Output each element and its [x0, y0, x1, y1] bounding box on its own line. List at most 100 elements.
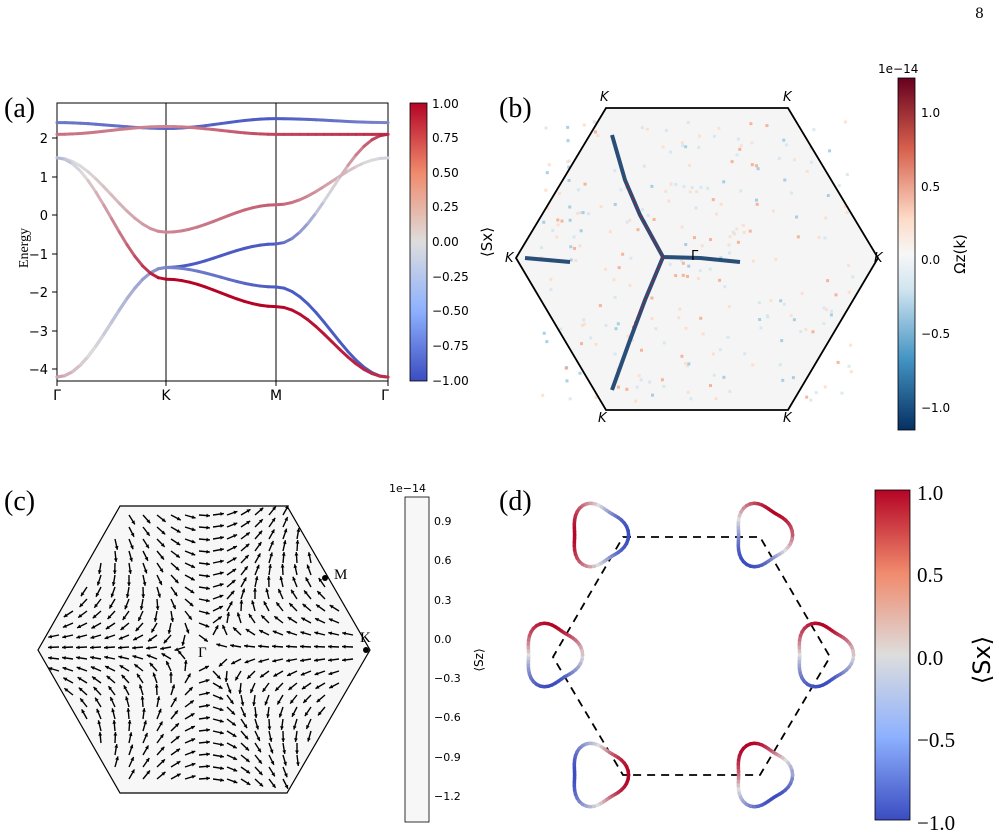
noise-pixel — [743, 352, 747, 356]
spin-arrow-head — [306, 725, 310, 730]
spin-arrow-head — [342, 644, 346, 649]
spin-arrow-head — [254, 576, 259, 581]
spin-arrow-head — [316, 698, 321, 703]
spin-arrow-head — [244, 566, 248, 571]
band-4-segment — [306, 302, 318, 315]
spin-arrow-head — [307, 552, 312, 557]
spin-arrow-head — [127, 720, 132, 724]
spin-arrow-head — [300, 631, 305, 635]
spin-arrow-head — [206, 728, 210, 732]
spin-arrow-head — [219, 559, 224, 564]
spin-arrow-head — [191, 738, 196, 742]
spin-arrow-head — [281, 738, 286, 742]
band-5-segment — [298, 312, 310, 322]
noise-pixel — [604, 267, 608, 271]
spin-arrow-head — [191, 515, 196, 519]
panel-d-colorbar-ticks: 1.0 0.5 0.0 −0.5 −1.0 — [917, 481, 955, 835]
noise-pixel — [692, 236, 696, 240]
spin-arrow-head — [231, 721, 236, 726]
noise-pixel — [596, 134, 600, 138]
noise-pixel — [680, 354, 684, 358]
noise-pixel — [579, 211, 583, 215]
spin-arrow-head — [287, 672, 292, 676]
spin-arrow-head — [206, 764, 210, 769]
noise-pixel — [755, 202, 759, 206]
spin-arrow-head — [174, 647, 179, 652]
spin-arrow-head — [206, 776, 210, 781]
cbar-c-tick: 0.6 — [434, 554, 452, 567]
spin-arrow-head — [248, 613, 253, 618]
noise-pixel — [727, 251, 731, 255]
spin-arrow-head — [274, 616, 279, 620]
spin-arrow-head — [245, 532, 250, 537]
spin-arrow-head — [244, 735, 249, 740]
noise-pixel — [686, 390, 690, 394]
noise-pixel — [549, 288, 553, 292]
noise-pixel — [594, 342, 598, 346]
spin-arrow-head — [109, 604, 113, 609]
k-point-label: K — [598, 411, 608, 426]
ytick-2: 2 — [40, 132, 48, 147]
band-4-segment — [86, 344, 98, 358]
spin-arrow-head — [228, 601, 233, 606]
noise-pixel — [556, 218, 560, 222]
ytick-0: 0 — [40, 209, 48, 224]
m-point-marker — [322, 575, 328, 581]
noise-pixel — [684, 145, 688, 149]
spin-arrow-head — [206, 574, 210, 578]
panel-a: (a) Energy 2 1 0 −1 −2 −3 −4 Γ K M Γ 1.0… — [4, 93, 496, 404]
noise-pixel — [637, 374, 641, 378]
noise-pixel — [568, 218, 572, 222]
band-4-segment — [314, 311, 326, 324]
spin-arrow-head — [216, 675, 221, 679]
noise-pixel — [667, 199, 671, 203]
spin-arrow-head — [233, 510, 238, 515]
panel-c-colorbar — [404, 496, 430, 823]
spin-arrow-head — [272, 658, 277, 663]
spin-arrow-head — [95, 592, 100, 597]
gamma-label-c: Γ — [198, 645, 207, 661]
spin-arrow-head — [125, 594, 130, 598]
spin-arrow-head — [183, 660, 188, 664]
spin-arrow-head — [224, 678, 229, 682]
band-2-segment — [94, 177, 106, 189]
spin-arrow-head — [125, 696, 129, 701]
spin-arrow-head — [219, 707, 224, 712]
noise-pixel — [568, 397, 572, 401]
noise-pixel — [681, 273, 685, 277]
fermi-contour-segment — [790, 768, 795, 777]
spin-arrow-head — [314, 671, 319, 676]
noise-pixel — [668, 262, 672, 266]
spin-arrow-head — [143, 569, 148, 574]
spin-arrow-head — [118, 655, 123, 660]
spin-arrow-head — [236, 612, 241, 617]
band-4-segment — [71, 363, 82, 374]
band-2-segment — [314, 185, 326, 194]
spin-arrow-head — [288, 686, 293, 690]
spin-arrow-head — [219, 730, 224, 735]
spin-arrow-head — [48, 645, 52, 650]
spin-arrow-head — [190, 713, 195, 717]
spin-arrow-head — [145, 757, 150, 762]
spin-arrow-head — [190, 576, 195, 581]
band-5-segment — [117, 230, 129, 247]
spin-arrow-head — [231, 579, 236, 584]
spin-arrow-head — [161, 653, 166, 657]
spin-arrow-head — [278, 713, 283, 718]
spin-arrow-head — [176, 773, 181, 778]
band-4-segment — [290, 289, 302, 299]
spin-arrow-head — [111, 708, 115, 713]
spin-arrow-head — [245, 543, 250, 548]
noise-pixel — [727, 243, 731, 247]
band-2-segment — [306, 190, 318, 198]
noise-pixel — [698, 134, 702, 138]
noise-pixel — [578, 371, 582, 375]
spin-arrow-head — [328, 631, 333, 636]
noise-pixel — [639, 348, 643, 352]
noise-pixel — [684, 326, 688, 330]
spin-arrow-head — [112, 570, 117, 574]
band-5-segment — [141, 264, 152, 275]
spin-arrow-head — [206, 752, 210, 757]
spin-arrow-head — [247, 674, 252, 679]
spin-arrow-head — [159, 734, 164, 739]
